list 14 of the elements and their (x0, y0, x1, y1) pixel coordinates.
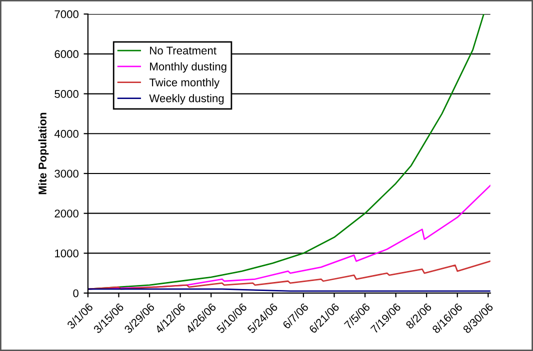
y-tick-label: 5000 (54, 90, 78, 98)
y-tick-label: 0 (73, 289, 78, 298)
y-tick-label: 6000 (54, 50, 78, 58)
legend-label: No Treatment (150, 46, 216, 55)
y-tick-label: 4000 (54, 130, 78, 138)
legend-label: Monthly dusting (150, 62, 226, 73)
legend-label: Twice monthly (149, 78, 220, 89)
legend-label: Weekly dusting (149, 94, 224, 104)
line-series (88, 260, 490, 290)
y-axis-title: Mite Population (38, 112, 49, 194)
y-tick-label: 3000 (54, 170, 78, 178)
y-tick-label: 1000 (55, 249, 78, 258)
y-tick-label: 2000 (54, 210, 78, 218)
y-tick-label: 7000 (54, 10, 78, 18)
